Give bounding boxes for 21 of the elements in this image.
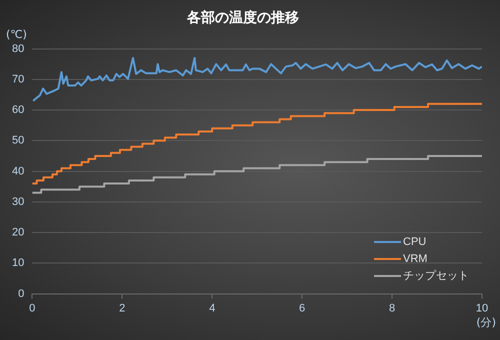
x-tick-label: 2 — [119, 302, 126, 314]
y-tick-label: 50 — [12, 134, 24, 147]
legend-label: CPU — [403, 236, 426, 248]
y-tick-label: 30 — [12, 196, 24, 208]
y-axis-title: (℃) — [6, 28, 27, 42]
y-tick-label: 80 — [12, 42, 24, 55]
y-tick-label: 20 — [12, 226, 24, 239]
chart-title: 各部の温度の推移 — [186, 9, 299, 26]
y-tick-label: 70 — [12, 73, 24, 86]
x-tick-label: 4 — [209, 302, 216, 314]
x-tick-label: 10 — [476, 302, 488, 314]
legend-label: VRM — [403, 252, 428, 264]
y-tick-label: 60 — [12, 104, 24, 116]
legend-label: チップセット — [403, 268, 469, 283]
x-tick-label: 8 — [388, 302, 396, 314]
x-tick-label: 6 — [299, 302, 306, 314]
y-tick-label: 0 — [18, 288, 24, 300]
y-tick-label: 40 — [12, 165, 24, 178]
x-axis-title: (分) — [476, 316, 496, 330]
y-tick-label: 10 — [12, 257, 24, 270]
x-tick-label: 0 — [29, 302, 36, 314]
